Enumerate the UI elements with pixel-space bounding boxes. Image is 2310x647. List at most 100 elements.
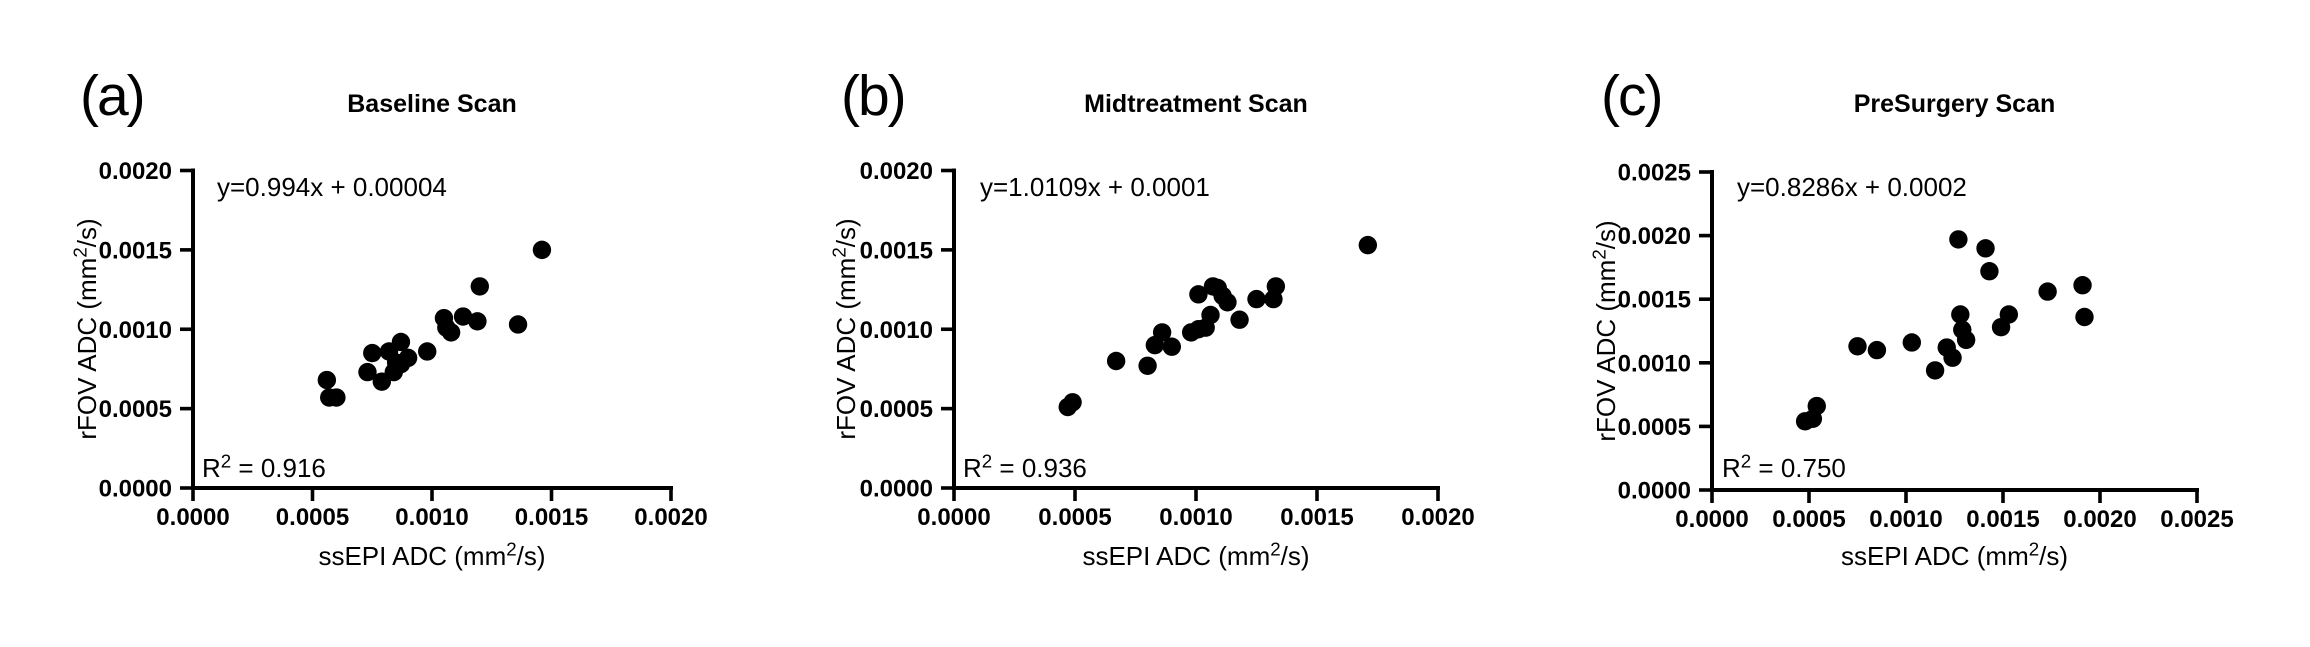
scatter-point (1189, 285, 1208, 304)
scatter-point (508, 315, 528, 334)
y-tick-label: 0.0015 (99, 237, 172, 264)
x-tick-label: 0.0005 (1772, 506, 1845, 533)
scatter-point (470, 277, 489, 296)
scatter-point (1956, 330, 1976, 350)
scatter-point (327, 388, 346, 407)
x-tick-label: 0.0020 (2063, 506, 2136, 533)
x-tick-label: 0.0020 (634, 504, 707, 531)
r2-equals: = (992, 453, 1022, 483)
xlabel-superscript: 2 (1270, 538, 1281, 560)
scatter-point (317, 370, 337, 390)
r2-superscript: 2 (220, 450, 232, 472)
r2-letter: R (1722, 453, 1741, 483)
r2-equals: = (231, 453, 261, 483)
y-tick-label: 0.0000 (860, 476, 933, 503)
ylabel-unit: /s) (72, 218, 102, 248)
scatter-point (1201, 305, 1220, 325)
scatter-point (1138, 356, 1157, 375)
y-axis-label-a: rFOV ADC (mm2/s) (69, 169, 104, 489)
scatter-point (468, 312, 487, 331)
r2-value: 0.916 (260, 453, 326, 483)
y-tick-label: 0.0020 (99, 158, 172, 185)
scatter-point (1247, 289, 1266, 309)
panel-label-c: (c) (1601, 64, 1663, 128)
scatter-point (2038, 282, 2057, 301)
y-axis-label-c: rFOV ADC (mm2/s) (1588, 171, 1623, 491)
y-tick-label: 0.0005 (99, 396, 172, 423)
r-squared-c: R2 = 0.750 (1722, 450, 1846, 484)
ylabel-superscript: 2 (1588, 249, 1610, 260)
scatter-point (1902, 333, 1922, 352)
x-axis-label-b: ssEPI ADC (mm2/s) (954, 538, 1438, 572)
x-tick-label: 0.0000 (156, 504, 229, 531)
y-tick-label: 0.0020 (1618, 223, 1691, 250)
x-tick-label: 0.0010 (395, 504, 468, 531)
panel-label-b: (b) (841, 64, 907, 128)
r2-value: 0.750 (1780, 453, 1846, 483)
r2-superscript: 2 (981, 450, 993, 472)
chart-title-presurgery: PreSurgery Scan (1853, 90, 2056, 118)
r2-letter: R (963, 453, 982, 483)
xlabel-text: ssEPI ADC (mm (1082, 541, 1271, 571)
ylabel-text: rFOV ADC (mm (831, 257, 861, 440)
scatter-point (1063, 393, 1082, 412)
xlabel-text: ssEPI ADC (mm (1840, 541, 2029, 571)
scatter-point (363, 343, 382, 363)
x-tick-label: 0.0000 (917, 504, 990, 531)
x-tick-label: 0.0000 (1675, 506, 1748, 533)
chart-title-midtreatment: Midtreatment Scan (1084, 90, 1308, 118)
x-tick-label: 0.0005 (1038, 504, 1111, 531)
scatter-point (1807, 396, 1826, 416)
ylabel-unit: /s) (831, 218, 861, 248)
r-squared-a: R2 = 0.916 (202, 450, 326, 484)
y-tick-label: 0.0015 (860, 237, 933, 264)
scatter-point (1358, 235, 1378, 255)
r-squared-b: R2 = 0.936 (963, 450, 1087, 484)
scatter-point (1949, 230, 1968, 249)
scatter-point (1999, 305, 2019, 324)
y-tick-label: 0.0015 (1618, 287, 1691, 314)
xlabel-unit: /s) (2039, 541, 2069, 571)
xlabel-superscript: 2 (506, 538, 517, 560)
ylabel-text: rFOV ADC (mm (72, 257, 102, 440)
regression-equation-b: y=1.0109x + 0.0001 (980, 172, 1210, 202)
ylabel-text: rFOV ADC (mm (1591, 259, 1621, 442)
y-tick-label: 0.0025 (1618, 160, 1691, 187)
x-tick-label: 0.0005 (276, 504, 349, 531)
scatter-point (532, 240, 552, 260)
x-axis-label-c: ssEPI ADC (mm2/s) (1712, 538, 2197, 572)
xlabel-text: ssEPI ADC (mm (318, 541, 507, 571)
y-tick-label: 0.0010 (99, 317, 172, 344)
y-tick-label: 0.0000 (1618, 478, 1691, 505)
x-tick-label: 0.0010 (1869, 506, 1942, 533)
x-tick-label: 0.0015 (1966, 506, 2039, 533)
r2-equals: = (1751, 453, 1781, 483)
scatter-point (1230, 310, 1249, 329)
r2-superscript: 2 (1740, 450, 1752, 472)
y-axis-label-b: rFOV ADC (mm2/s) (828, 169, 863, 489)
x-tick-label: 0.0015 (1280, 504, 1353, 531)
scatter-point (1106, 351, 1126, 371)
ylabel-superscript: 2 (828, 247, 850, 258)
scatter-point (1218, 293, 1237, 312)
scatter-point (398, 348, 418, 368)
scatter-point (1266, 277, 1286, 296)
ylabel-superscript: 2 (69, 247, 91, 258)
scatter-point (2073, 276, 2092, 295)
scatter-point (1951, 305, 1970, 324)
y-tick-label: 0.0010 (860, 317, 933, 344)
y-tick-label: 0.0005 (860, 396, 933, 423)
y-tick-label: 0.0020 (860, 158, 933, 185)
regression-equation-c: y=0.8286x + 0.0002 (1737, 172, 1967, 202)
scatter-point (1976, 239, 1995, 258)
scatter-point (441, 323, 461, 342)
regression-equation-a: y=0.994x + 0.00004 (217, 172, 447, 202)
xlabel-superscript: 2 (2028, 538, 2040, 560)
scatter-point (1925, 361, 1945, 380)
chart-title-baseline: Baseline Scan (347, 90, 517, 118)
x-axis-label-a: ssEPI ADC (mm2/s) (193, 538, 671, 572)
ylabel-unit: /s) (1591, 220, 1621, 250)
scatter-point (1867, 340, 1887, 360)
